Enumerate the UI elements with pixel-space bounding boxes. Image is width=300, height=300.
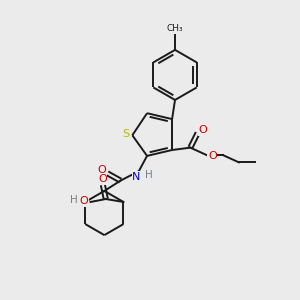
Text: O: O [80,196,88,206]
Text: O: O [98,174,107,184]
Text: N: N [132,172,141,182]
Text: H: H [70,196,78,206]
Text: O: O [199,125,207,135]
Text: O: O [208,152,217,161]
Text: O: O [97,165,106,175]
Text: H: H [145,170,153,180]
Text: CH₃: CH₃ [167,24,183,33]
Text: S: S [122,129,129,139]
